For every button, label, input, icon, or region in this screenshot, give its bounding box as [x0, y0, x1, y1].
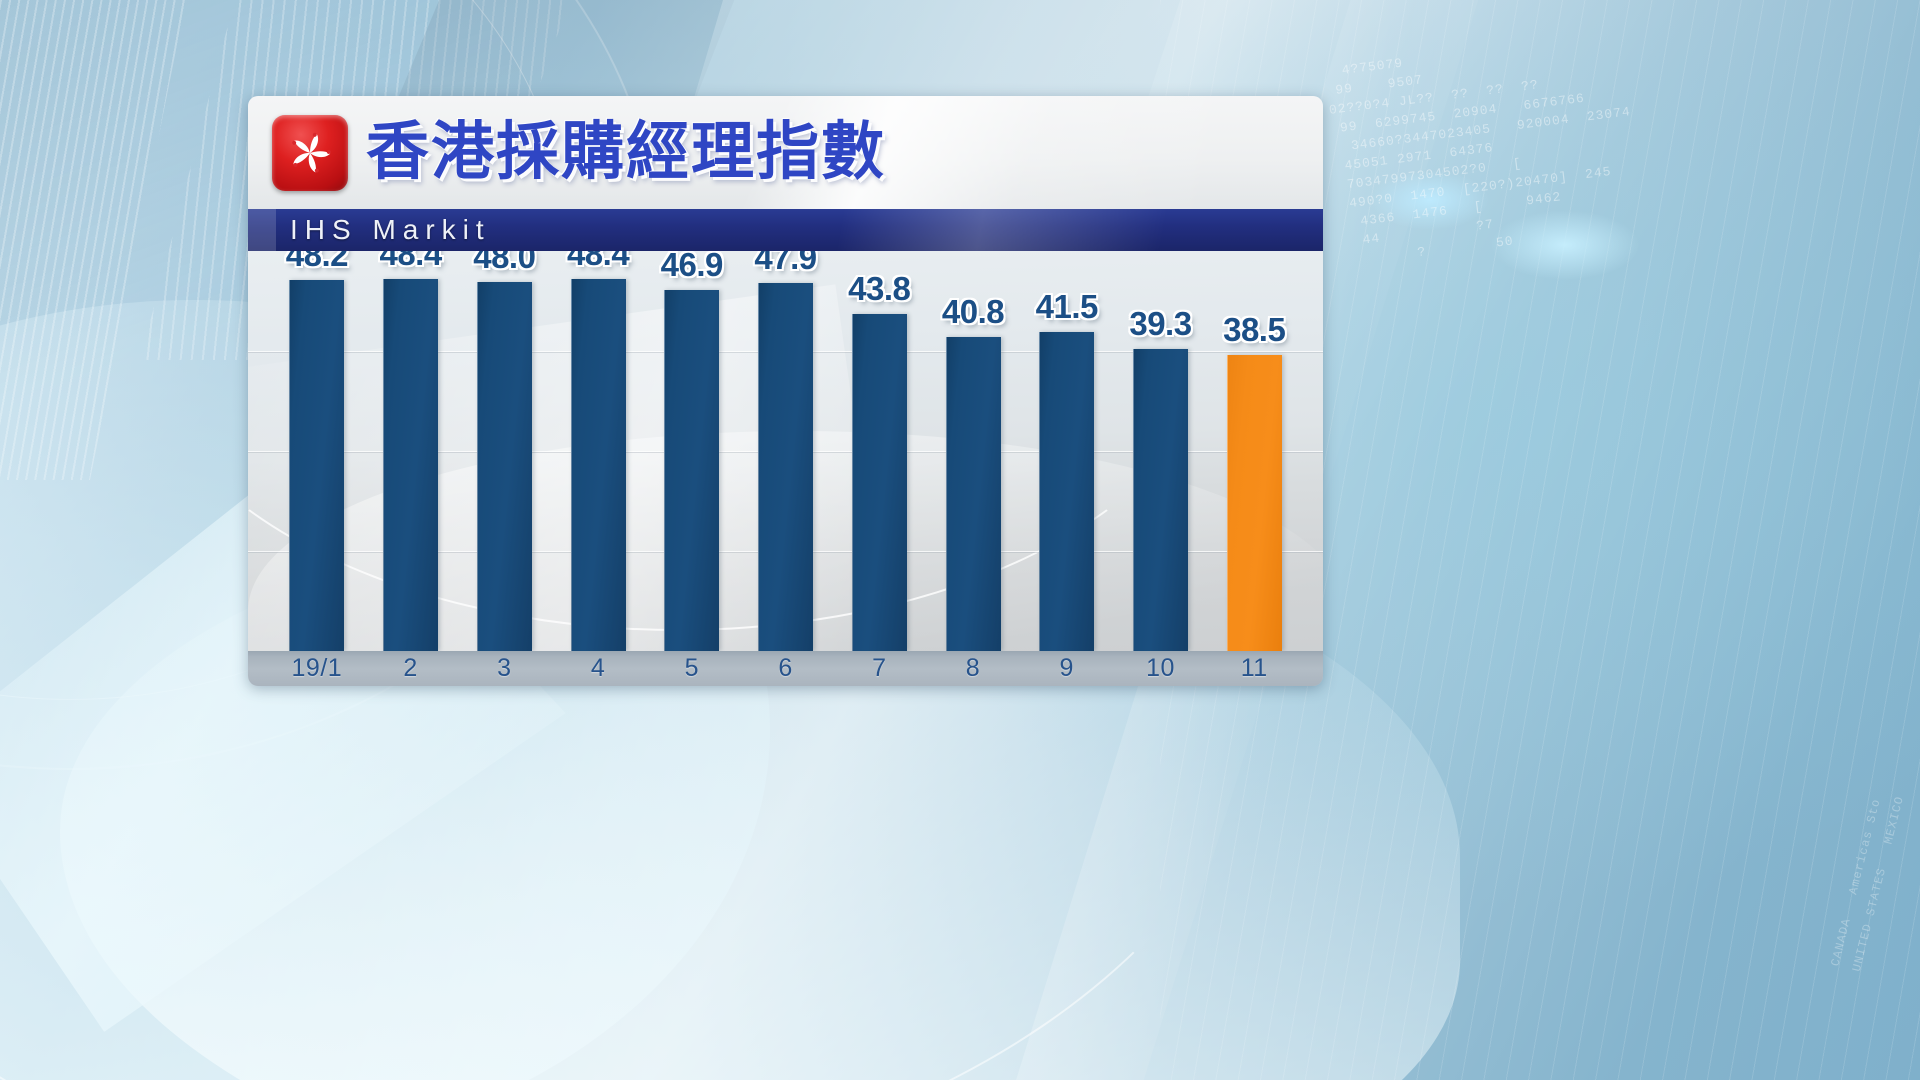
bar[interactable] — [664, 290, 720, 651]
source-label: IHS Markit — [290, 214, 491, 245]
axis-tick-label: 10 — [1146, 654, 1175, 682]
page-title: 香港採購經理指數 — [366, 117, 886, 187]
chart-card: 香港採購經理指數 IHS Markit 48.2 48.4 48.0 48.4 46.9… — [248, 96, 1323, 686]
bar[interactable] — [1039, 332, 1095, 651]
bar-highlighted[interactable] — [1226, 355, 1282, 651]
bar-column[interactable]: 43.8 — [832, 251, 926, 651]
bar-column[interactable]: 48.2 — [270, 251, 364, 651]
hong-kong-flag-icon — [272, 114, 348, 191]
chart-bars: 48.2 48.4 48.0 48.4 46.9 47.9 43.8 40.8 41.5 39.3… — [248, 251, 1323, 651]
axis-tick-label: 9 — [1059, 654, 1074, 682]
bar-column[interactable]: 46.9 — [645, 251, 739, 651]
axis-tick-label: 5 — [684, 654, 699, 682]
band-gloss — [248, 209, 1323, 251]
bar[interactable] — [476, 282, 532, 651]
bar-value-label: 48.0 — [473, 251, 536, 275]
axis-tick-label: 6 — [778, 654, 793, 682]
bar[interactable] — [570, 279, 626, 651]
bar-value-label: 47.9 — [754, 251, 817, 276]
chart-x-axis: 19/1 2 3 4 5 6 7 8 9 10 11 — [248, 651, 1323, 686]
axis-tick-label: 7 — [872, 654, 887, 682]
bar[interactable] — [1132, 349, 1188, 651]
bar[interactable] — [945, 337, 1001, 651]
bar-value-label: 38.5 — [1223, 311, 1286, 348]
bar-value-label: 48.4 — [379, 251, 442, 272]
chart-plot-area: 48.2 48.4 48.0 48.4 46.9 47.9 43.8 40.8 41.5 39.3… — [248, 251, 1323, 651]
bar[interactable] — [758, 283, 814, 651]
bar-column[interactable]: 39.3 — [1114, 251, 1208, 651]
axis-tick-label: 4 — [590, 654, 606, 682]
axis-tick-label: 3 — [497, 654, 512, 682]
background-region-text: CANADA Americas Sto UNITED STATES MEXICO — [1828, 794, 1907, 974]
bar-value-label: 40.8 — [941, 293, 1005, 330]
axis-tick-label: 8 — [965, 654, 981, 682]
bar[interactable] — [851, 314, 907, 651]
bar-column[interactable]: 40.8 — [926, 251, 1020, 651]
bar[interactable] — [383, 279, 439, 651]
background-glow-two — [1490, 210, 1640, 280]
bar-column[interactable]: 48.4 — [364, 251, 458, 651]
bar[interactable] — [289, 280, 345, 651]
bar-value-label: 41.5 — [1035, 288, 1099, 325]
bar-value-label: 46.9 — [660, 251, 724, 283]
bar-column[interactable]: 47.9 — [739, 251, 833, 651]
axis-tick-label: 19/1 — [291, 654, 343, 682]
axis-tick-label: 11 — [1240, 654, 1268, 682]
band-notch — [248, 209, 276, 251]
chart-header: 香港採購經理指數 — [248, 96, 1323, 209]
background-number-text: 4?75079 99 9507 02??0?4 JL?? ?? ?? ?? 99… — [1323, 55, 1632, 269]
bar-column[interactable]: 41.5 — [1020, 251, 1114, 651]
bar-value-label: 39.3 — [1129, 305, 1192, 342]
bar-column[interactable]: 48.0 — [457, 251, 551, 651]
bar-column[interactable]: 48.4 — [551, 251, 645, 651]
bar-value-label: 48.2 — [285, 251, 349, 273]
source-band: IHS Markit — [248, 209, 1323, 251]
background-glow-one — [1370, 170, 1490, 230]
bar-value-label: 43.8 — [848, 270, 911, 307]
bar-column[interactable]: 38.5 — [1207, 251, 1301, 651]
axis-tick-label: 2 — [403, 654, 418, 682]
bar-value-label: 48.4 — [566, 251, 630, 272]
